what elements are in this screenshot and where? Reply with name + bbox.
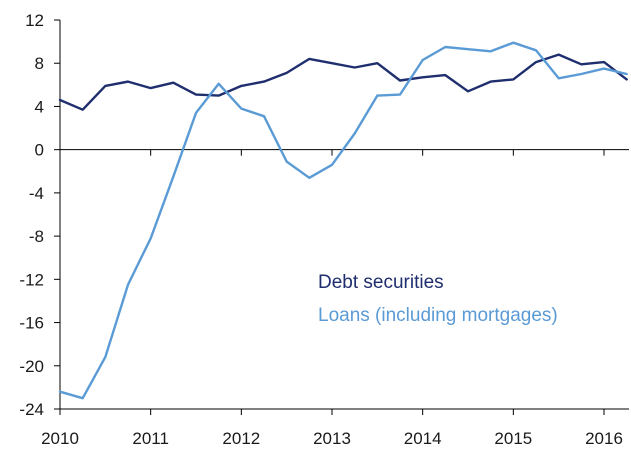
x-tick-label: 2015 xyxy=(494,429,532,448)
series-line-debt-securities xyxy=(58,53,628,111)
x-tick-label: 2012 xyxy=(222,429,260,448)
y-tick-label: -8 xyxy=(29,227,44,246)
axes xyxy=(54,19,629,415)
x-tick-label: 2011 xyxy=(132,429,169,448)
x-tick-label: 2016 xyxy=(585,429,623,448)
y-tick-label: -20 xyxy=(19,357,44,376)
x-tick-label: 2014 xyxy=(404,429,442,448)
y-tick-labels: 12 8 4 0 -4 -8 -12 -16 -20 -24 xyxy=(19,11,44,419)
y-tick-label: -12 xyxy=(19,270,44,289)
x-tick-label: 2013 xyxy=(313,429,351,448)
y-tick-label: 12 xyxy=(25,11,44,30)
y-tick-label: 4 xyxy=(35,97,44,116)
x-tick-label: 2010 xyxy=(41,429,79,448)
y-tick-label: -24 xyxy=(19,400,44,419)
series-line-loans xyxy=(58,41,628,400)
series-lines xyxy=(58,41,628,400)
y-tick-label: 0 xyxy=(35,141,44,160)
legend: Debt securities Loans (including mortgag… xyxy=(318,272,558,326)
y-tick-label: -4 xyxy=(29,184,44,203)
legend-label-loans: Loans (including mortgages) xyxy=(318,305,558,326)
y-tick-label: -16 xyxy=(19,314,44,333)
x-tick-labels: 2010 2011 2012 2013 2014 2015 2016 xyxy=(41,429,623,448)
legend-label-debt-securities: Debt securities xyxy=(318,272,444,293)
y-tick-label: 8 xyxy=(35,54,44,73)
